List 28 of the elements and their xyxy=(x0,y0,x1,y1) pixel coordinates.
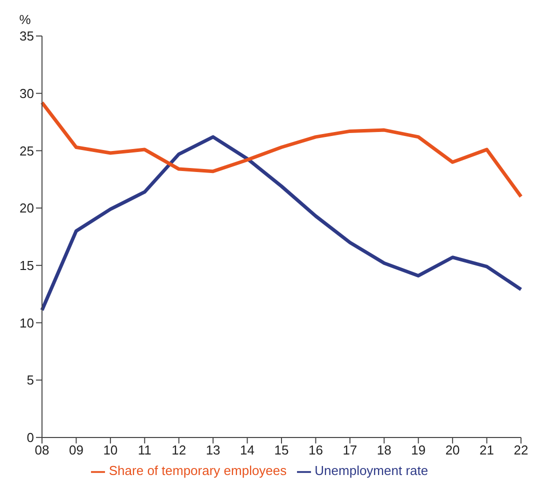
y-tick-label: 0 xyxy=(26,430,34,446)
y-axis-title: % xyxy=(19,12,32,27)
y-tick-label: 30 xyxy=(20,86,34,101)
y-tick-label: 25 xyxy=(20,143,34,158)
y-tick-label: 20 xyxy=(20,200,34,216)
x-tick-label: 09 xyxy=(68,442,84,458)
x-tick-label: 21 xyxy=(480,442,494,458)
x-tick-label: 13 xyxy=(206,442,220,458)
legend-label: Unemployment rate xyxy=(314,463,428,478)
x-tick-label: 17 xyxy=(342,442,358,458)
legend-label: Share of temporary employees xyxy=(108,463,287,478)
x-tick-label: 16 xyxy=(308,442,323,458)
x-tick-label: 14 xyxy=(240,442,255,458)
x-tick-label: 20 xyxy=(445,442,460,458)
x-tick-label: 15 xyxy=(274,442,289,458)
x-tick-label: 18 xyxy=(376,442,392,458)
x-tick-label: 10 xyxy=(103,442,118,458)
line-series xyxy=(40,135,523,312)
line-series xyxy=(40,100,523,198)
x-tick-label: 11 xyxy=(138,442,152,458)
x-tick-label: 22 xyxy=(514,442,528,458)
y-tick-label: 5 xyxy=(26,372,34,388)
x-tick-label: 08 xyxy=(34,442,50,458)
y-tick-label: 10 xyxy=(20,315,34,330)
y-tick-label: 15 xyxy=(20,258,34,274)
x-tick-label: 12 xyxy=(172,442,186,458)
x-tick-label: 19 xyxy=(411,442,426,458)
y-tick-label: 35 xyxy=(20,28,34,44)
